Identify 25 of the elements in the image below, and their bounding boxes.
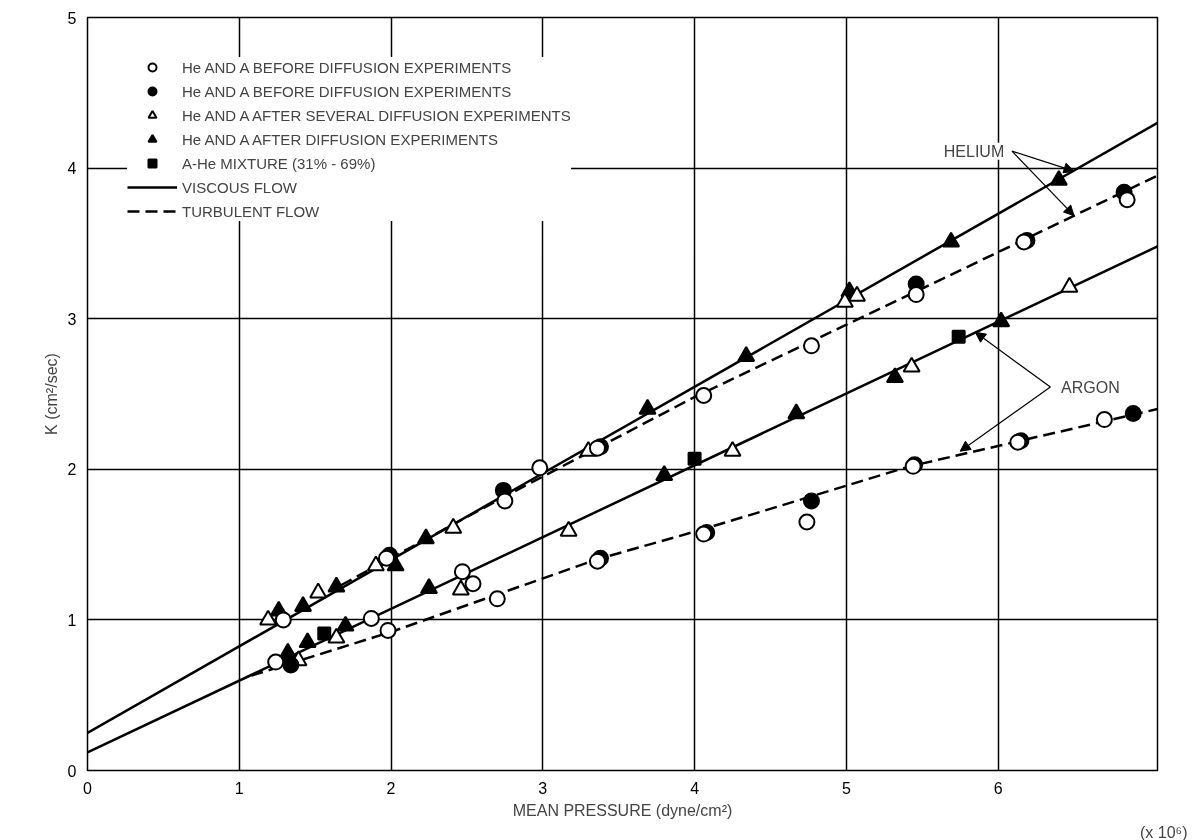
annotation: HELIUM <box>943 142 1005 160</box>
legend-label: He AND A AFTER DIFFUSION EXPERIMENTS <box>182 130 498 148</box>
x-tick-label: 6 <box>993 779 1003 797</box>
x-tick-label: 0 <box>83 779 93 797</box>
x-axis-title: MEAN PRESSURE (dyne/cm²) <box>512 801 733 819</box>
legend-label: He AND A BEFORE DIFFUSION EXPERIMENTS <box>182 82 512 100</box>
x-tick-label: 4 <box>690 779 700 797</box>
legend-label: A-He MIXTURE (31% - 69%) <box>182 154 376 172</box>
y-axis-title: K (cm²/sec) <box>42 353 60 435</box>
annotation: ARGON <box>1061 378 1120 396</box>
y-tick-label: 4 <box>67 160 77 178</box>
y-tick-label: 2 <box>67 461 77 479</box>
legend-label: He AND A AFTER SEVERAL DIFFUSION EXPERIMENTS <box>182 106 571 124</box>
legend-label: TURBULENT FLOW <box>182 202 320 220</box>
y-tick-label: 3 <box>67 310 77 328</box>
text: (x 10⁶) <box>1140 823 1188 840</box>
legend-label: VISCOUS FLOW <box>182 178 298 196</box>
y-tick-label: 5 <box>67 9 77 27</box>
x-tick-label: 2 <box>386 779 396 797</box>
x-tick-label: 3 <box>538 779 548 797</box>
x-tick-label: 1 <box>234 779 244 797</box>
y-tick-label: 0 <box>67 762 77 780</box>
y-tick-label: 1 <box>67 611 77 629</box>
legend-label: He AND A BEFORE DIFFUSION EXPERIMENTS <box>182 58 512 76</box>
x-tick-label: 5 <box>841 779 851 797</box>
